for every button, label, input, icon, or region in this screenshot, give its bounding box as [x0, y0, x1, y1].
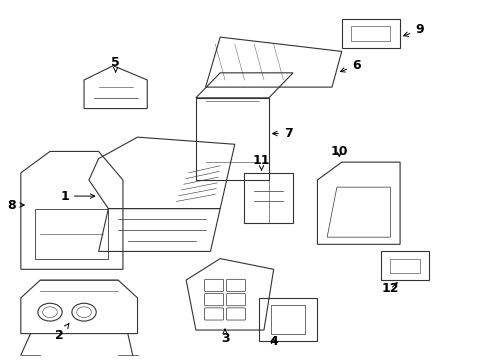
Text: 3: 3	[220, 329, 229, 346]
Text: 5: 5	[111, 55, 120, 72]
Text: 1: 1	[60, 190, 95, 203]
Text: 10: 10	[330, 145, 347, 158]
Text: 11: 11	[252, 154, 270, 170]
Text: 9: 9	[403, 23, 423, 36]
Text: 2: 2	[55, 324, 69, 342]
Text: 6: 6	[340, 59, 360, 72]
Text: 7: 7	[272, 127, 292, 140]
Text: 4: 4	[269, 335, 278, 348]
Text: 8: 8	[7, 198, 24, 212]
Text: 12: 12	[381, 283, 398, 296]
